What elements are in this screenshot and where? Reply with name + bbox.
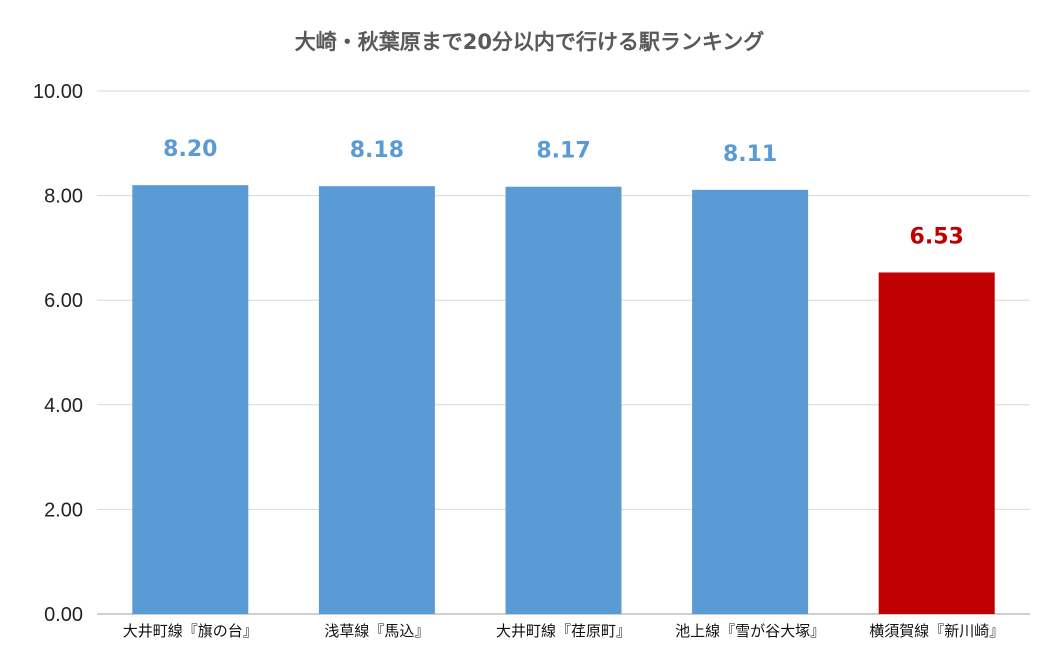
data-label: 8.11 [723, 142, 777, 167]
bar [505, 186, 622, 615]
y-tick-label: 4.00 [44, 395, 83, 417]
x-tick-label: 池上線『雪が谷大塚』 [675, 622, 825, 640]
chart-title: 大崎・秋葉原まで20分以内で行ける駅ランキング [294, 30, 765, 54]
x-tick-label: 横須賀線『新川崎』 [869, 622, 1004, 640]
data-label: 8.20 [163, 137, 217, 162]
y-tick-label: 0.00 [44, 604, 83, 626]
x-tick-label: 浅草線『馬込』 [324, 622, 429, 640]
data-label: 8.17 [536, 139, 590, 164]
bar [692, 189, 809, 615]
data-label: 6.53 [910, 224, 964, 249]
y-tick-label: 6.00 [44, 290, 83, 312]
x-tick-label: 大井町線『荏原町』 [496, 622, 631, 640]
bar [878, 272, 995, 614]
x-tick-label: 大井町線『旗の台』 [123, 622, 258, 640]
y-tick-label: 2.00 [44, 499, 83, 521]
bar [318, 186, 435, 614]
bar [132, 185, 249, 614]
data-label: 8.18 [350, 138, 404, 163]
y-tick-label: 10.00 [33, 81, 83, 103]
y-tick-label: 8.00 [44, 186, 83, 208]
